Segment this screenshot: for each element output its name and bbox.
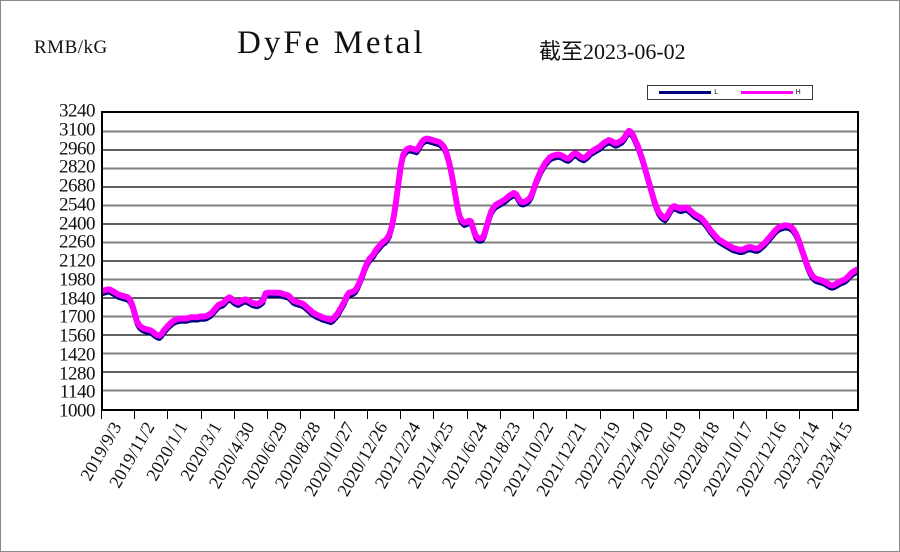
x-tick-mark xyxy=(433,411,435,419)
x-tick-mark xyxy=(134,411,136,419)
legend-label-high: H xyxy=(795,89,801,96)
plot-area xyxy=(101,111,859,411)
y-tick-label: 1840 xyxy=(59,288,96,309)
x-tick-mark xyxy=(167,411,169,419)
legend-entry-high: H xyxy=(740,89,801,96)
x-tick-mark xyxy=(233,411,235,419)
x-tick-mark xyxy=(267,411,269,419)
chart-title: DyFe Metal xyxy=(237,25,426,61)
x-tick-mark xyxy=(333,411,335,419)
x-tick-mark xyxy=(832,411,834,419)
plot-svg xyxy=(103,127,857,392)
x-tick-mark xyxy=(566,411,568,419)
y-tick-label: 1420 xyxy=(59,344,96,366)
y-tick-label: 2400 xyxy=(59,213,96,234)
y-tick-label: 1560 xyxy=(59,325,96,347)
y-tick-label: 2540 xyxy=(59,194,96,216)
x-tick-mark xyxy=(300,411,302,419)
series-lines xyxy=(103,127,857,341)
gridlines xyxy=(103,130,857,392)
x-tick-mark xyxy=(599,411,601,419)
y-tick-label: 2820 xyxy=(59,156,96,178)
y-tick-label: 3240 xyxy=(59,100,96,122)
x-tick-mark xyxy=(666,411,668,419)
series-line-h xyxy=(103,127,857,339)
legend-label-low: L xyxy=(714,89,719,96)
x-tick-mark xyxy=(366,411,368,419)
y-tick-label: 3100 xyxy=(59,119,96,141)
y-tick-label: 2120 xyxy=(59,250,96,272)
x-tick-mark xyxy=(765,411,767,419)
legend-swatch-low xyxy=(659,91,712,94)
y-tick-label: 1000 xyxy=(59,400,96,422)
chart-legend: L H xyxy=(647,85,813,100)
x-axis: 2019/9/3 2019/11/2 2020/1/1 2020/3/1 2020/4/… xyxy=(76,419,859,549)
x-tick-mark xyxy=(101,411,102,419)
x-tick-mark xyxy=(632,411,634,419)
x-tick-mark xyxy=(499,411,501,419)
legend-entry-low: L xyxy=(659,89,718,96)
x-tick-mark xyxy=(400,411,402,419)
x-tick-mark xyxy=(699,411,701,419)
y-tick-label: 2680 xyxy=(59,175,96,197)
x-tick-mark xyxy=(732,411,734,419)
x-axis-tick-marks xyxy=(101,411,859,419)
y-axis: 3240 3100 2960 2820 2680 2540 2400 2260 2120 1980… xyxy=(19,102,96,421)
y-axis-unit-label: RMB/kG xyxy=(34,37,108,58)
y-tick-label: 1700 xyxy=(59,306,96,328)
y-tick-label: 1140 xyxy=(59,381,96,403)
legend-swatch-high xyxy=(740,91,793,94)
as-of-date-label: 截至2023-06-02 xyxy=(539,39,686,64)
y-tick-label: 2960 xyxy=(59,138,96,159)
y-tick-label: 1280 xyxy=(59,363,96,384)
y-tick-label: 1980 xyxy=(59,269,96,291)
x-tick-mark xyxy=(799,411,801,419)
y-tick-label: 2260 xyxy=(59,231,96,253)
x-tick-mark xyxy=(200,411,202,419)
x-tick-mark xyxy=(533,411,535,419)
x-tick-mark xyxy=(466,411,468,419)
